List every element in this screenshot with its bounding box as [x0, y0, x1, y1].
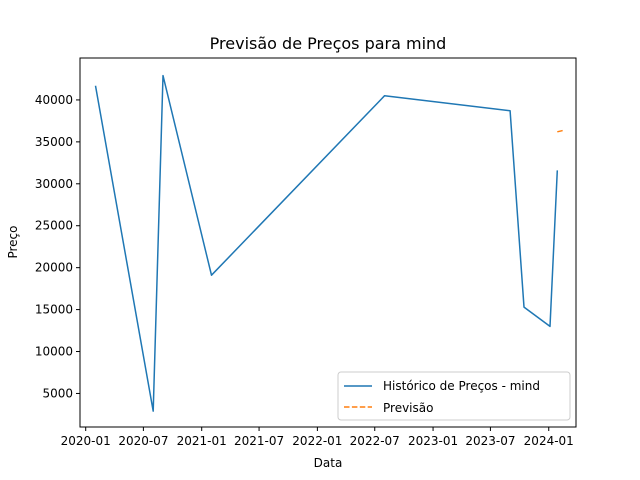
x-tick-label: 2020-07 — [118, 434, 168, 448]
chart-title: Previsão de Preços para mind — [210, 34, 447, 53]
y-axis-ticks: 5000 10000 15000 20000 25000 30000 35000 40000 — [35, 93, 80, 400]
y-tick-label: 10000 — [35, 345, 73, 359]
series-layer — [94, 74, 565, 412]
y-tick-label: 5000 — [42, 386, 73, 400]
x-axis-ticks: 2020-01 2020-07 2021-01 2021-07 2022-01 2022-… — [61, 427, 574, 448]
x-tick-label: 2020-01 — [61, 434, 111, 448]
x-tick-label: 2021-01 — [177, 434, 227, 448]
legend: Histórico de Preços - mind Previsão — [337, 371, 571, 421]
y-tick-label: 20000 — [35, 261, 73, 275]
y-axis-label: Preço — [6, 225, 20, 258]
x-axis-label: Data — [314, 456, 343, 470]
x-tick-label: 2023-07 — [465, 434, 515, 448]
legend-label-previsao: Previsão — [383, 401, 433, 415]
y-tick-label: 40000 — [35, 93, 73, 107]
plot-area: 2020-01 2020-07 2021-01 2021-07 2022-01 2022-… — [35, 57, 577, 448]
legend-box — [337, 371, 571, 421]
y-tick-label: 25000 — [35, 219, 73, 233]
series-line-previsao — [557, 129, 565, 133]
y-tick-label: 35000 — [35, 135, 73, 149]
x-tick-label: 2022-07 — [350, 434, 400, 448]
legend-label-historico: Histórico de Preços - mind — [383, 379, 540, 393]
x-tick-label: 2021-07 — [234, 434, 284, 448]
x-tick-label: 2024-01 — [524, 434, 574, 448]
x-tick-label: 2023-01 — [408, 434, 458, 448]
y-tick-label: 15000 — [35, 303, 73, 317]
axes-frame — [79, 57, 577, 428]
y-tick-label: 30000 — [35, 177, 73, 191]
x-tick-label: 2022-01 — [292, 434, 342, 448]
series-line-historico — [94, 74, 559, 412]
